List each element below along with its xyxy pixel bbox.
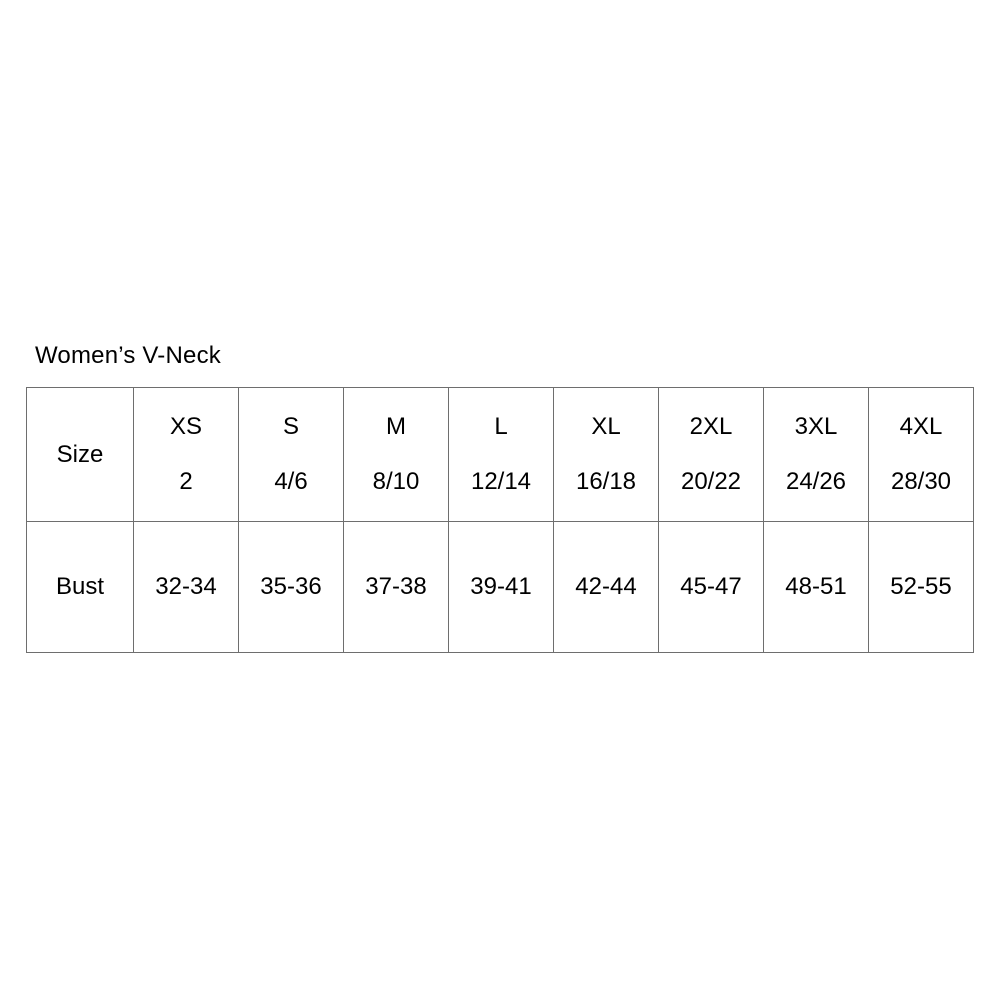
size-cell-4xl: 4XL 28/30	[868, 387, 974, 522]
bust-row-header: Bust	[26, 521, 134, 653]
bust-value-cell: 37-38	[343, 521, 449, 653]
size-number: 2	[179, 468, 193, 495]
size-number: 28/30	[890, 468, 952, 495]
size-cell-2xl: 2XL 20/22	[658, 387, 764, 522]
size-cell-l: L 12/14	[448, 387, 554, 522]
bust-value-cell: 52-55	[868, 521, 974, 653]
size-number: 24/26	[785, 468, 847, 495]
bust-value-cell: 42-44	[553, 521, 659, 653]
size-number: 16/18	[575, 468, 637, 495]
bust-value-cell: 35-36	[238, 521, 344, 653]
size-label: L	[494, 413, 508, 440]
size-label: XS	[169, 413, 202, 440]
size-label: 3XL	[794, 413, 838, 440]
size-cell-m: M 8/10	[343, 387, 449, 522]
size-row: Size XS 2 S 4/6 M 8/10 L 12/14	[26, 387, 974, 522]
size-label: S	[282, 413, 299, 440]
size-row-header: Size	[26, 387, 134, 522]
bust-row: Bust 32-34 35-36 37-38 39-41 42-44 45-47…	[26, 521, 974, 653]
size-cell-xs: XS 2	[133, 387, 239, 522]
size-cell-3xl: 3XL 24/26	[763, 387, 869, 522]
bust-value-cell: 45-47	[658, 521, 764, 653]
bust-value-cell: 32-34	[133, 521, 239, 653]
size-label: XL	[591, 413, 621, 440]
size-cell-s: S 4/6	[238, 387, 344, 522]
size-cell-xl: XL 16/18	[553, 387, 659, 522]
size-label: M	[386, 413, 406, 440]
size-number: 12/14	[470, 468, 532, 495]
size-label: 2XL	[689, 413, 733, 440]
bust-value-cell: 48-51	[763, 521, 869, 653]
size-number: 4/6	[274, 468, 308, 495]
chart-title: Women’s V-Neck	[35, 342, 221, 369]
bust-value-cell: 39-41	[448, 521, 554, 653]
size-chart-table: Size XS 2 S 4/6 M 8/10 L 12/14	[26, 387, 974, 653]
size-number: 8/10	[372, 468, 420, 495]
size-number: 20/22	[680, 468, 742, 495]
size-label: 4XL	[899, 413, 943, 440]
